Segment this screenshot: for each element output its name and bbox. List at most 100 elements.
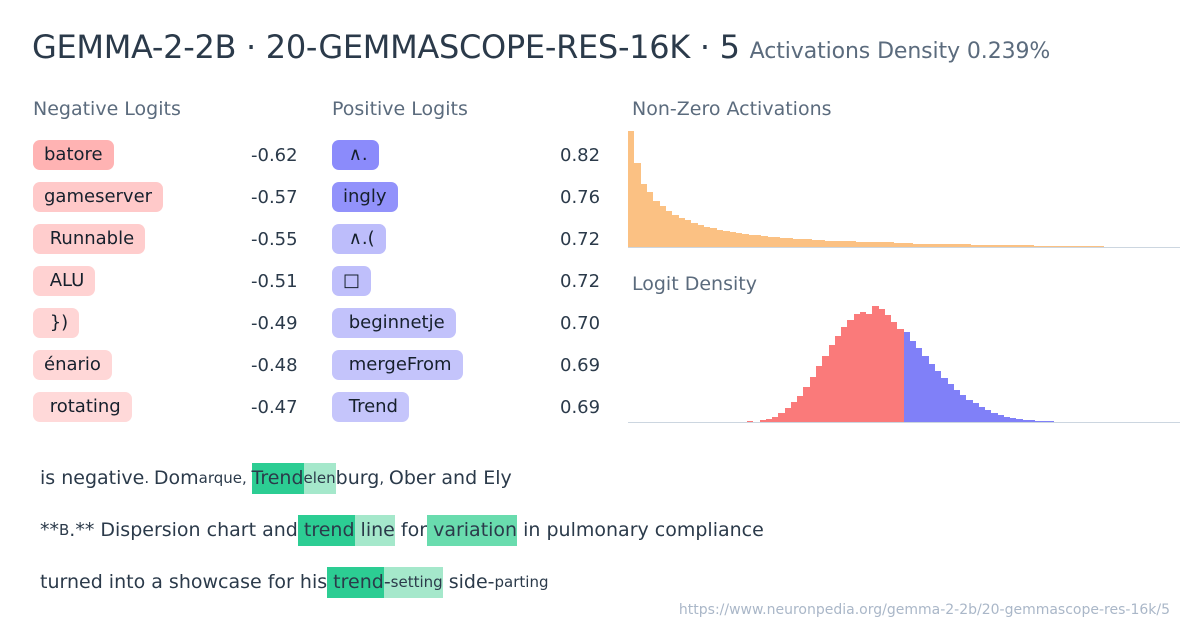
histogram-bar <box>767 236 774 247</box>
histogram-bar <box>778 412 785 422</box>
positive-logit-token-chip[interactable]: ingly <box>332 182 398 212</box>
logit-row: énario -0.48 <box>33 344 313 386</box>
highlighted-token[interactable]: setting <box>390 566 443 598</box>
histogram-bar <box>991 412 998 422</box>
histogram-bar <box>1047 421 1055 422</box>
histogram-bar <box>869 242 876 247</box>
positive-logit-token-chip[interactable]: beginnetje <box>332 308 456 338</box>
activation-bars <box>628 131 1180 247</box>
plain-token: turned into a showcase for his <box>40 570 328 593</box>
histogram-bar <box>1041 421 1048 422</box>
histogram-bar <box>1029 420 1036 422</box>
histogram-bar <box>786 238 793 247</box>
activation-text-samples: is negative. Dom arque, Trend elen burg, Ob… <box>40 452 1170 608</box>
page-title: GEMMA-2-2B · 20-GEMMASCOPE-RES-16K · 5 A… <box>32 28 1050 66</box>
plain-token: ** <box>40 518 59 541</box>
negative-logit-token-chip[interactable]: }) <box>33 308 80 338</box>
positive-logit-token-chip[interactable]: mergeFrom <box>332 350 463 380</box>
histogram-bar <box>1091 246 1098 247</box>
histogram-bar <box>1014 245 1022 247</box>
logit-row: batore -0.62 <box>33 134 313 176</box>
positive-logits-heading: Positive Logits <box>332 98 468 120</box>
histogram-bar <box>729 231 736 247</box>
histogram-bar <box>866 314 873 422</box>
histogram-bar <box>989 244 996 247</box>
histogram-bar <box>747 421 754 422</box>
histogram-bar <box>818 240 825 247</box>
negative-logit-token-chip[interactable]: gameserver <box>33 182 164 212</box>
histogram-bar <box>748 234 755 247</box>
positive-logit-token-chip[interactable]: Trend <box>332 392 409 422</box>
histogram-bar <box>735 233 743 247</box>
histogram-bar <box>1046 245 1054 247</box>
histogram-bar <box>1078 246 1085 247</box>
histogram-bar <box>837 241 844 247</box>
plain-token: B <box>59 520 70 539</box>
highlighted-token[interactable]: trend <box>327 566 384 598</box>
histogram-bar <box>772 416 779 422</box>
positive-logit-value: 0.76 <box>560 186 601 208</box>
histogram-bar <box>1010 417 1017 422</box>
negative-logit-token-chip[interactable]: batore <box>33 140 114 170</box>
histogram-bar <box>913 243 920 247</box>
histogram-bar <box>922 355 929 422</box>
histogram-bar <box>960 395 967 422</box>
histogram-bar <box>784 408 791 422</box>
histogram-bar <box>811 240 819 247</box>
highlighted-token[interactable]: variation <box>427 514 518 546</box>
source-url[interactable]: https://www.neuronpedia.org/gemma-2-2b/2… <box>678 602 1170 618</box>
highlighted-token[interactable]: elen <box>303 462 336 494</box>
logit-row: □ 0.72 <box>332 260 612 302</box>
positive-logit-value: 0.82 <box>560 144 601 166</box>
highlighted-token[interactable]: Trend <box>251 462 304 494</box>
non-zero-activations-heading: Non-Zero Activations <box>632 98 832 120</box>
positive-logit-token-chip[interactable]: □ <box>332 266 372 296</box>
histogram-bar <box>759 420 766 422</box>
histogram-bar <box>843 241 851 247</box>
histogram-bar <box>1065 245 1073 247</box>
logit-density-bars <box>628 306 1180 422</box>
histogram-bar <box>894 242 901 247</box>
negative-logit-token-chip[interactable]: ALU <box>33 266 96 296</box>
logit-row: ∧.(0.72 <box>332 218 612 260</box>
histogram-bar <box>678 218 686 247</box>
plain-token: . <box>144 468 154 487</box>
histogram-bar <box>805 239 812 247</box>
highlighted-token[interactable]: trend <box>297 514 355 546</box>
positive-logit-value: 0.72 <box>560 270 601 292</box>
histogram-bar <box>995 244 1003 247</box>
negative-logit-token-chip[interactable]: énario <box>33 350 112 380</box>
logit-density-heading: Logit Density <box>632 273 757 295</box>
positive-logit-token-chip[interactable]: ∧. <box>332 140 379 170</box>
histogram-bar <box>672 214 679 247</box>
histogram-bar <box>1003 416 1011 422</box>
negative-logit-token-chip[interactable]: Runnable <box>33 224 146 254</box>
highlighted-token[interactable]: - <box>383 566 391 598</box>
positive-logit-value: 0.69 <box>560 396 601 418</box>
histogram-bar <box>704 227 711 247</box>
highlighted-token[interactable]: line <box>354 514 395 546</box>
histogram-bar <box>966 399 973 422</box>
histogram-bar <box>754 235 762 247</box>
histogram-bar <box>815 366 823 422</box>
histogram-bar <box>761 235 768 247</box>
histogram-bar <box>970 244 977 247</box>
histogram-bar <box>919 243 927 247</box>
plain-token: ** Dispersion chart and <box>75 518 298 541</box>
histogram-bar <box>853 314 860 422</box>
histogram-bar <box>947 383 954 422</box>
logit-density-axis-line <box>628 422 1180 423</box>
histogram-bar <box>847 319 854 422</box>
plain-token: is negative <box>40 466 145 489</box>
negative-logit-token-chip[interactable]: rotating <box>33 392 132 422</box>
logit-row: ALU -0.51 <box>33 260 313 302</box>
plain-token: side <box>442 570 488 593</box>
positive-logit-token-chip[interactable]: ∧.( <box>332 224 386 254</box>
histogram-bar <box>765 418 773 422</box>
histogram-bar <box>932 243 939 247</box>
histogram-bar <box>1022 419 1029 422</box>
negative-logit-value: -0.55 <box>251 228 298 250</box>
histogram-bar <box>647 192 654 247</box>
plain-token: burg <box>335 466 380 489</box>
logit-row: ingly 0.76 <box>332 176 612 218</box>
